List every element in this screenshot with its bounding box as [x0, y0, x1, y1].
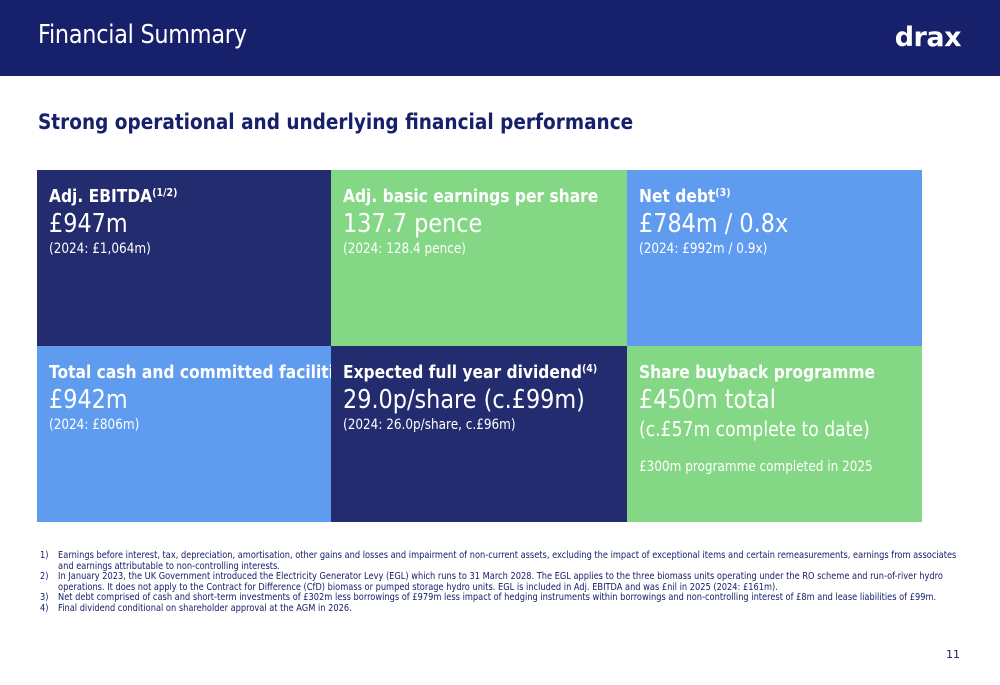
kpi-grid: Adj. EBITDA(1/2) £947m (2024: £1,064m) A… — [37, 170, 922, 522]
footnote-ref: (4) — [581, 362, 598, 375]
tile-progress: (c.£57m complete to date) — [639, 417, 870, 441]
tile-value: £942m — [49, 385, 128, 415]
tile-value: £947m — [49, 209, 128, 239]
footnotes: 1) Earnings before interest, tax, depreci… — [40, 550, 960, 615]
tile-label: Total cash and committed facilities — [49, 362, 331, 383]
tile-adj-ebitda: Adj. EBITDA(1/2) £947m (2024: £1,064m) — [37, 170, 331, 346]
tile-value: £450m total — [639, 385, 776, 415]
tile-comparison: (2024: £1,064m) — [49, 241, 151, 257]
footnote-item: 1) Earnings before interest, tax, depreci… — [40, 550, 957, 572]
tile-share-buyback: Share buyback programme £450m total (c.£… — [627, 346, 922, 522]
section-subtitle: Strong operational and underlying financ… — [38, 110, 634, 134]
tile-total-cash: Total cash and committed facilities £942… — [37, 346, 331, 522]
tile-comparison: (2024: £806m) — [49, 417, 140, 433]
tile-label: Adj. EBITDA(1/2) — [49, 186, 178, 207]
footnote-item: 2) In January 2023, the UK Government int… — [40, 571, 943, 593]
drax-logo: drax — [894, 22, 962, 53]
tile-value: 137.7 pence — [343, 209, 483, 239]
page-title: Financial Summary — [38, 20, 247, 50]
page-number: 11 — [946, 648, 960, 661]
tile-comparison: (2024: 128.4 pence) — [343, 241, 466, 257]
tile-comparison: (2024: £992m / 0.9x) — [639, 241, 768, 257]
tile-value: 29.0p/share (c.£99m) — [343, 385, 585, 415]
tile-value: £784m / 0.8x — [639, 209, 789, 239]
tile-adj-basic-eps: Adj. basic earnings per share 137.7 penc… — [331, 170, 627, 346]
tile-label: Adj. basic earnings per share — [343, 186, 599, 207]
footnote-ref: (1/2) — [152, 186, 178, 199]
footnote-ref: (3) — [715, 186, 731, 199]
tile-label: Share buyback programme — [639, 362, 875, 383]
header-bar: Financial Summary drax — [0, 0, 1000, 76]
tile-note: £300m programme completed in 2025 — [639, 459, 873, 475]
tile-label: Expected full year dividend(4) — [343, 362, 598, 383]
tile-comparison: (2024: 26.0p/share, c.£96m) — [343, 417, 516, 433]
tile-dividend: Expected full year dividend(4) 29.0p/sha… — [331, 346, 627, 522]
tile-label: Net debt(3) — [639, 186, 731, 207]
footnote-item: 4) Final dividend conditional on sharehol… — [40, 602, 352, 614]
footnote-item: 3) Net debt comprised of cash and short-t… — [40, 592, 937, 604]
tile-net-debt: Net debt(3) £784m / 0.8x (2024: £992m / … — [627, 170, 922, 346]
